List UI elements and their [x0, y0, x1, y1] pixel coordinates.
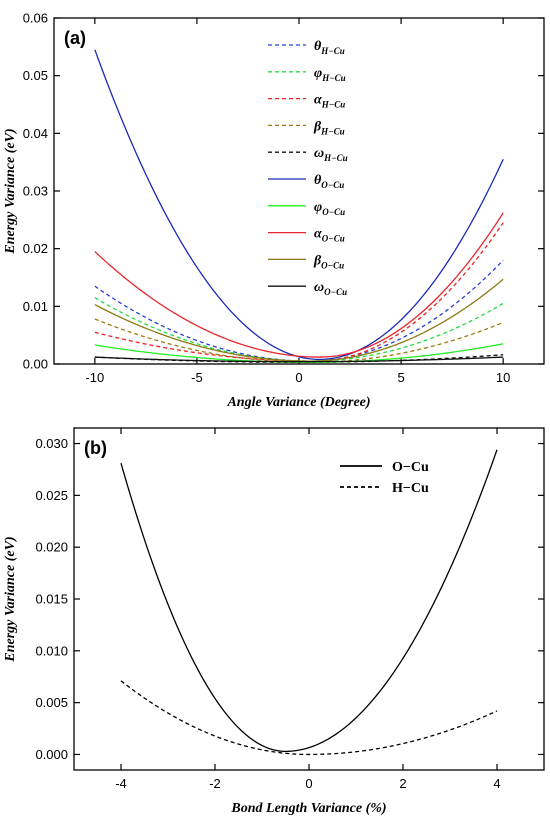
x-tick-label: -4 [115, 776, 127, 791]
legend-subscript: H−Cu [321, 100, 345, 110]
series-line-1 [94, 297, 504, 362]
x-tick-label: -10 [85, 370, 104, 385]
x-tick-label: 5 [397, 370, 404, 385]
series-line-0 [120, 449, 498, 753]
legend-symbol: θ [314, 173, 322, 188]
legend-subscript: H−Cu [320, 126, 344, 136]
chart-panel-b: -4 -2 0 2 4 0.000 0.005 0.010 0.015 0.020 0.025 0.0… [3, 427, 545, 816]
legend-subscript: O−Cu [322, 207, 345, 217]
panel-label: (a) [64, 28, 86, 48]
legend-subscript: O−Cu [321, 260, 344, 270]
legend-entry: αO−Cu [314, 227, 345, 244]
legend-entry: φH−Cu [314, 66, 346, 83]
series-line-7 [94, 212, 504, 358]
y-axis-label: Energy Variance (eV) [3, 128, 18, 254]
series-line-8 [94, 278, 504, 362]
plot-frame [73, 427, 545, 771]
legend-symbol: φ [314, 66, 322, 81]
series-line-0 [94, 259, 504, 362]
plot-frame [53, 17, 545, 365]
y-tick-label: 0.020 [35, 540, 68, 555]
y-tick-label: 0.02 [23, 241, 48, 256]
legend-symbol: β [313, 119, 322, 134]
legend-symbol: α [314, 93, 322, 108]
x-tick-label: -5 [191, 370, 203, 385]
legend-entry: αH−Cu [314, 93, 345, 110]
legend-subscript: H−Cu [321, 73, 345, 83]
legend-symbol: θ [314, 39, 322, 54]
y-tick-label: 0.06 [23, 11, 48, 26]
series-line-9 [94, 356, 504, 363]
x-tick-label: 4 [493, 776, 500, 791]
legend-subscript: O−Cu [321, 180, 344, 190]
legend-entry: O−Cu [392, 460, 429, 475]
x-axis-label: Angle Variance (Degree) [226, 395, 370, 410]
legend-symbol: ω [314, 280, 324, 295]
legend-subscript: H−Cu [323, 153, 347, 163]
x-tick-label: 0 [295, 370, 302, 385]
series-line-3 [94, 318, 504, 363]
y-tick-label: 0.025 [35, 488, 68, 503]
series-line-1 [120, 680, 498, 756]
legend-entry: φO−Cu [314, 200, 345, 217]
y-tick-label: 0.015 [35, 592, 68, 607]
legend-entry: H−Cu [392, 481, 429, 496]
x-tick-label: 0 [305, 776, 312, 791]
y-tick-label: 0.000 [35, 747, 68, 762]
legend-subscript: O−Cu [322, 234, 345, 244]
x-axis-label: Bond Length Variance (%) [230, 801, 386, 816]
y-axis-label: Energy Variance (eV) [3, 536, 18, 662]
y-tick-label: 0.03 [23, 184, 48, 199]
panel-label: (b) [84, 438, 107, 458]
legend-entry: βH−Cu [313, 119, 345, 136]
legend-entry: θO−Cu [314, 173, 344, 190]
legend-symbol: α [314, 227, 322, 242]
y-tick-label: 0.005 [35, 695, 68, 710]
y-tick-label: 0.05 [23, 68, 48, 83]
x-tick-label: 10 [496, 370, 510, 385]
chart-panel-a: -10 -5 0 5 10 0.00 0.01 0.02 0.03 0.04 0.05 0.06 Ang… [3, 11, 545, 410]
legend-entry: θH−Cu [314, 39, 345, 56]
x-tick-label: -2 [209, 776, 221, 791]
y-tick-label: 0.00 [23, 357, 48, 372]
legend-subscript: H−Cu [320, 46, 344, 56]
legend-entry: βO−Cu [313, 253, 344, 270]
x-tick-label: 2 [399, 776, 406, 791]
y-tick-label: 0.030 [35, 436, 68, 451]
y-tick-label: 0.04 [23, 126, 48, 141]
series-line-5 [94, 49, 504, 361]
legend-subscript: O−Cu [324, 287, 347, 297]
legend-entry: ωO−Cu [314, 280, 347, 297]
legend-symbol: φ [314, 200, 322, 215]
legend-symbol: β [313, 253, 322, 268]
legend-symbol: ω [314, 146, 324, 161]
y-tick-label: 0.01 [23, 299, 48, 314]
y-tick-label: 0.010 [35, 643, 68, 658]
legend-entry: ωH−Cu [314, 146, 348, 163]
